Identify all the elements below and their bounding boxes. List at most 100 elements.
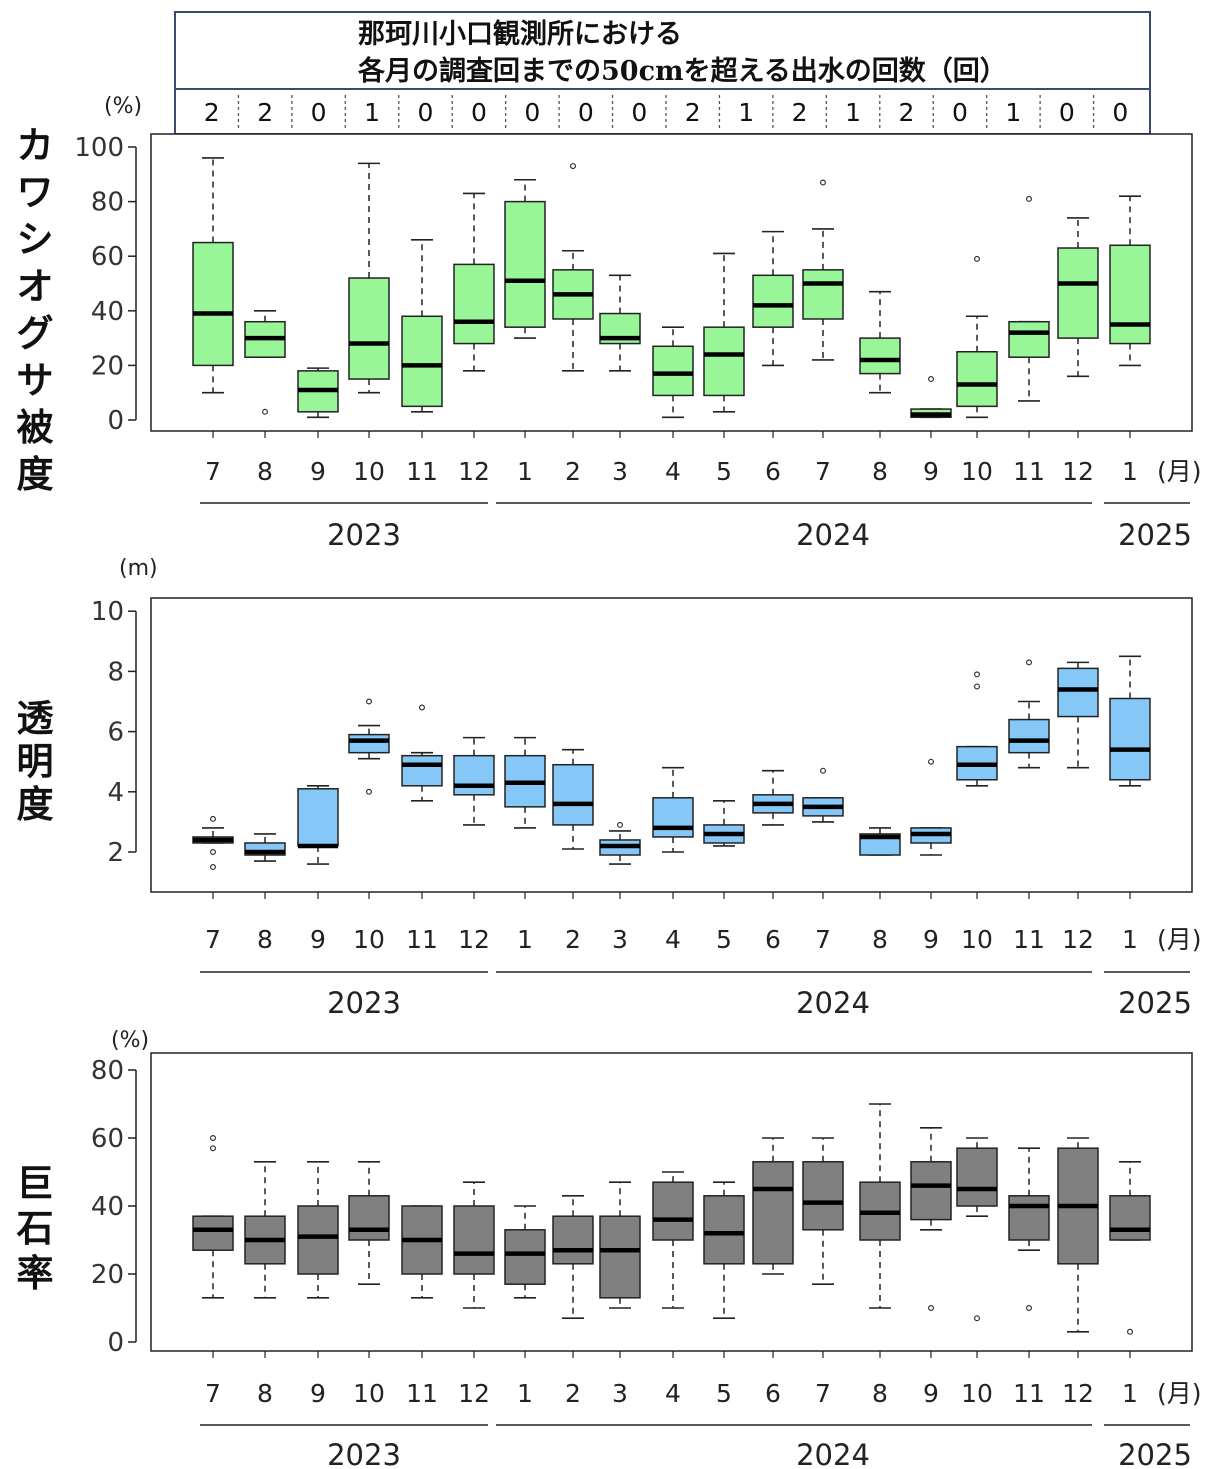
outlier-point bbox=[616, 821, 623, 828]
x-month-label: 2 bbox=[565, 925, 581, 954]
x-month-label: 2 bbox=[565, 1379, 581, 1408]
iqr-box bbox=[1008, 718, 1050, 754]
x-month-label: 7 bbox=[205, 457, 221, 486]
flood-count-value: 0 bbox=[631, 98, 647, 127]
x-month-label: 7 bbox=[205, 925, 221, 954]
outlier-point bbox=[210, 815, 217, 822]
y-tick-label: 8 bbox=[107, 657, 124, 687]
box-2024-10 bbox=[956, 671, 998, 787]
iqr-box bbox=[348, 277, 390, 380]
outlier-point bbox=[927, 1304, 934, 1311]
box-2024-1 bbox=[504, 736, 546, 829]
x-month-label: 6 bbox=[765, 457, 781, 486]
x-month-label: 10 bbox=[961, 1379, 993, 1408]
y-tick-label: 0 bbox=[107, 406, 124, 436]
iqr-box bbox=[504, 1229, 546, 1285]
x-year-label: 2023 bbox=[327, 518, 401, 552]
x-month-label: 3 bbox=[612, 457, 628, 486]
box-2023-9 bbox=[297, 367, 339, 419]
x-month-label: 9 bbox=[310, 1379, 326, 1408]
x-month-label: 10 bbox=[961, 925, 993, 954]
flood-count-value: 0 bbox=[418, 98, 434, 127]
flood-count-value: 2 bbox=[257, 98, 273, 127]
x-month-label: 5 bbox=[716, 457, 732, 486]
y-unit-label: (m) bbox=[119, 556, 158, 581]
x-month-unit: (月) bbox=[1157, 1379, 1202, 1408]
x-month-label: 1 bbox=[517, 925, 533, 954]
iqr-box bbox=[802, 1161, 844, 1231]
x-month-label: 1 bbox=[1122, 925, 1138, 954]
x-year-label: 2025 bbox=[1118, 518, 1192, 552]
iqr-box bbox=[859, 833, 901, 856]
x-month-label: 8 bbox=[872, 1379, 888, 1408]
flood-count-value: 2 bbox=[792, 98, 808, 127]
x-month-label: 10 bbox=[353, 457, 385, 486]
box-2023-11 bbox=[401, 1205, 443, 1299]
box-2025-1 bbox=[1109, 1161, 1151, 1335]
iqr-box bbox=[910, 1161, 952, 1221]
box-2025-1 bbox=[1109, 655, 1151, 787]
header-box bbox=[174, 11, 1151, 135]
iqr-box bbox=[453, 1205, 495, 1275]
x-month-label: 11 bbox=[1013, 1379, 1045, 1408]
y-tick-label: 40 bbox=[91, 1192, 124, 1222]
iqr-box bbox=[552, 1215, 594, 1265]
x-month-label: 7 bbox=[815, 457, 831, 486]
box-2024-8 bbox=[859, 1103, 901, 1309]
y-tick-label: 60 bbox=[91, 1124, 124, 1154]
x-month-label: 7 bbox=[815, 1379, 831, 1408]
y-tick-label: 80 bbox=[91, 188, 124, 218]
box-2023-12 bbox=[453, 192, 495, 372]
flood-count-value: 1 bbox=[1005, 98, 1021, 127]
iqr-box bbox=[192, 1215, 234, 1251]
box-2024-12 bbox=[1057, 1137, 1099, 1333]
x-year-label: 2024 bbox=[796, 518, 870, 552]
iqr-box bbox=[552, 763, 594, 826]
iqr-box bbox=[192, 241, 234, 367]
box-2024-3 bbox=[599, 274, 641, 372]
x-month-label: 10 bbox=[353, 1379, 385, 1408]
iqr-box bbox=[1109, 1195, 1151, 1241]
x-month-label: 3 bbox=[612, 1379, 628, 1408]
box-2024-6 bbox=[752, 230, 794, 367]
box-2024-4 bbox=[652, 326, 694, 419]
iqr-box bbox=[652, 345, 694, 397]
x-month-label: 9 bbox=[310, 925, 326, 954]
flood-count-value: 1 bbox=[364, 98, 380, 127]
x-month-label: 11 bbox=[1013, 925, 1045, 954]
x-month-unit: (月) bbox=[1157, 457, 1202, 486]
box-2024-11 bbox=[1008, 659, 1050, 769]
box-2023-8 bbox=[244, 1161, 286, 1299]
iqr-box bbox=[1057, 247, 1099, 339]
x-month-label: 1 bbox=[1122, 1379, 1138, 1408]
x-month-label: 1 bbox=[517, 457, 533, 486]
x-month-label: 1 bbox=[1122, 457, 1138, 486]
y-tick-label: 40 bbox=[91, 297, 124, 327]
box-2024-10 bbox=[956, 1137, 998, 1322]
iqr-box bbox=[348, 1195, 390, 1241]
box-2024-10 bbox=[956, 255, 998, 419]
x-month-label: 5 bbox=[716, 925, 732, 954]
iqr-box bbox=[599, 1215, 641, 1299]
box-2024-9 bbox=[910, 758, 952, 856]
x-month-label: 9 bbox=[310, 457, 326, 486]
x-year-label: 2025 bbox=[1118, 1438, 1192, 1469]
y-tick-label: 4 bbox=[107, 778, 124, 808]
box-2024-5 bbox=[703, 1181, 745, 1319]
flood-count-value: 0 bbox=[311, 98, 327, 127]
header-title-line2: 各月の調査回までの50cmを超える出水の回数（回） bbox=[357, 55, 1007, 87]
y-axis-title-char: ワ bbox=[17, 171, 54, 214]
flood-count-value: 1 bbox=[845, 98, 861, 127]
y-tick-label: 20 bbox=[91, 1260, 124, 1290]
box-2023-10 bbox=[348, 698, 390, 795]
x-month-label: 11 bbox=[1013, 457, 1045, 486]
outlier-point bbox=[1025, 1304, 1032, 1311]
y-tick-label: 0 bbox=[107, 1328, 124, 1358]
box-2023-12 bbox=[453, 1181, 495, 1309]
box-2024-6 bbox=[752, 1137, 794, 1275]
box-2024-7 bbox=[802, 767, 844, 823]
x-month-label: 11 bbox=[406, 457, 438, 486]
box-2023-7 bbox=[192, 157, 234, 394]
